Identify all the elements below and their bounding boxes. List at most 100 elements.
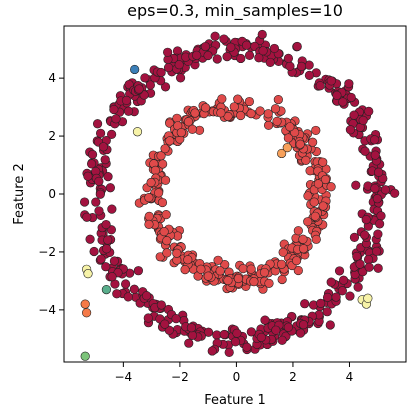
data-point-883 bbox=[183, 117, 194, 127]
data-point-910 bbox=[83, 269, 93, 279]
data-point-436 bbox=[375, 219, 385, 229]
data-point-261 bbox=[390, 188, 400, 198]
data-point-667 bbox=[244, 96, 254, 107]
data-point-497 bbox=[370, 183, 380, 194]
data-point-776 bbox=[200, 103, 211, 113]
data-point-152 bbox=[353, 282, 363, 292]
data-point-912 bbox=[82, 308, 92, 318]
data-point-695 bbox=[270, 104, 281, 114]
data-point-853 bbox=[156, 151, 166, 161]
data-point-243 bbox=[212, 54, 222, 64]
data-point-476 bbox=[349, 110, 359, 120]
data-point-222 bbox=[337, 286, 347, 296]
data-point-394 bbox=[315, 81, 325, 91]
data-point-894 bbox=[216, 108, 226, 118]
data-point-477 bbox=[226, 42, 236, 52]
data-point-462 bbox=[184, 338, 194, 348]
data-point-574 bbox=[220, 260, 230, 270]
data-point-132 bbox=[334, 266, 345, 276]
data-point-501 bbox=[102, 244, 112, 254]
plot-frame bbox=[63, 25, 407, 363]
data-point-717 bbox=[273, 94, 283, 105]
data-point-877 bbox=[183, 255, 193, 265]
data-point-907 bbox=[277, 148, 287, 159]
data-point-874 bbox=[160, 144, 170, 154]
data-point-267 bbox=[210, 31, 220, 41]
data-point-899 bbox=[217, 94, 227, 104]
y-axis-ticks: −4 −2 0 2 4 bbox=[38, 71, 64, 317]
data-point-384 bbox=[345, 125, 356, 135]
data-point-416 bbox=[370, 150, 380, 160]
data-point-911 bbox=[80, 299, 90, 309]
data-point-503 bbox=[160, 319, 170, 329]
data-point-803 bbox=[276, 259, 287, 269]
data-point-741 bbox=[158, 159, 168, 169]
data-point-431 bbox=[363, 254, 374, 265]
data-point-764 bbox=[238, 264, 248, 274]
data-point-339 bbox=[79, 197, 90, 207]
data-point-862 bbox=[162, 236, 172, 246]
data-point-400 bbox=[112, 289, 122, 299]
data-point-484 bbox=[101, 219, 111, 230]
data-point-258 bbox=[107, 204, 117, 214]
data-point-738 bbox=[255, 106, 265, 116]
data-point-445 bbox=[200, 41, 211, 52]
data-point-861 bbox=[295, 139, 305, 149]
data-point-487 bbox=[109, 104, 119, 115]
data-point-419 bbox=[349, 232, 360, 242]
data-point-483 bbox=[283, 322, 293, 332]
data-point-413 bbox=[85, 234, 95, 244]
data-point-297 bbox=[325, 320, 335, 330]
data-point-647 bbox=[308, 137, 318, 147]
data-point-479 bbox=[91, 197, 101, 207]
data-point-184 bbox=[224, 347, 234, 357]
data-point-88 bbox=[236, 53, 246, 64]
data-point-510 bbox=[304, 70, 315, 80]
data-point-357 bbox=[254, 53, 264, 63]
x-axis-ticks: −4 −2 0 2 4 bbox=[115, 362, 354, 384]
data-point-917 bbox=[80, 351, 90, 361]
data-point-801 bbox=[233, 94, 243, 104]
data-point-229 bbox=[203, 327, 214, 337]
data-point-875 bbox=[291, 256, 302, 266]
data-point-508 bbox=[364, 262, 374, 272]
data-point-499 bbox=[121, 95, 132, 105]
data-point-511 bbox=[134, 84, 144, 94]
data-point-349 bbox=[352, 251, 362, 261]
data-point-293 bbox=[156, 67, 166, 78]
data-point-424 bbox=[87, 159, 97, 169]
data-point-376 bbox=[164, 325, 174, 335]
data-point-308 bbox=[123, 292, 133, 302]
data-point-464 bbox=[171, 314, 181, 324]
data-point-443 bbox=[142, 291, 152, 301]
data-point-834 bbox=[303, 217, 313, 227]
data-point-504 bbox=[95, 128, 106, 138]
data-point-369 bbox=[109, 256, 120, 266]
data-point-474 bbox=[145, 80, 155, 90]
data-point-842 bbox=[144, 193, 154, 203]
data-point-903 bbox=[326, 182, 336, 192]
data-point-335 bbox=[94, 206, 104, 216]
data-point-844 bbox=[259, 267, 270, 278]
data-point-469 bbox=[258, 46, 268, 56]
data-point-98 bbox=[244, 50, 255, 60]
y-tick-label: 0 bbox=[48, 187, 56, 201]
data-point-492 bbox=[163, 63, 174, 73]
x-axis-label: Feature 1 bbox=[204, 393, 266, 408]
data-point-878 bbox=[203, 271, 213, 281]
data-point-811 bbox=[229, 102, 239, 112]
data-point-902 bbox=[320, 174, 331, 185]
data-point-850 bbox=[150, 165, 161, 175]
x-tick-label: 2 bbox=[289, 370, 297, 384]
x-tick-label: 4 bbox=[346, 370, 354, 384]
y-tick-label: −2 bbox=[38, 245, 56, 259]
data-point-233 bbox=[351, 180, 361, 190]
data-point-470 bbox=[372, 194, 382, 204]
data-point-423 bbox=[96, 254, 106, 264]
data-point-830 bbox=[190, 108, 200, 118]
data-point-745 bbox=[157, 197, 168, 208]
data-point-797 bbox=[303, 191, 313, 201]
data-point-365 bbox=[360, 146, 370, 156]
data-point-889 bbox=[187, 124, 197, 134]
